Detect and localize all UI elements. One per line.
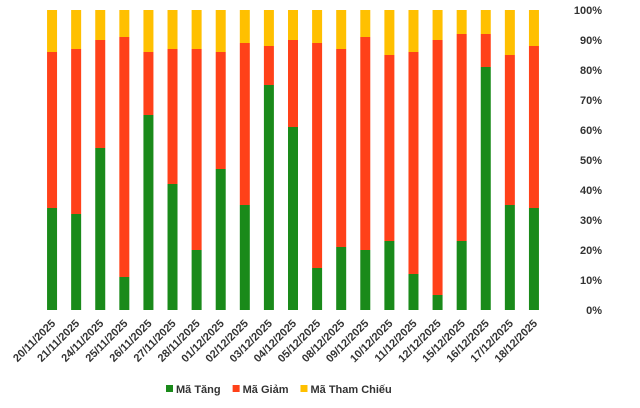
bar-segment-ma-tham-chieu — [263, 10, 274, 46]
bar-segment-ma-giam — [167, 49, 178, 184]
bar-segment-ma-tang — [360, 250, 371, 310]
bar-segment-ma-giam — [95, 40, 106, 148]
bar-segment-ma-tham-chieu — [143, 10, 154, 52]
bar-segment-ma-giam — [312, 43, 323, 268]
bar-segment-ma-tang — [504, 205, 515, 310]
bar-segment-ma-tham-chieu — [336, 10, 347, 49]
bar-segment-ma-tang — [288, 127, 298, 310]
y-tick-label: 70% — [580, 95, 602, 107]
legend-swatch — [166, 385, 173, 392]
bar-segment-ma-tang — [456, 241, 467, 310]
bar-segment-ma-tham-chieu — [71, 10, 82, 49]
bar-segment-ma-giam — [432, 40, 443, 295]
y-tick-label: 0% — [586, 305, 602, 317]
legend-label: Mã Tăng — [176, 384, 221, 396]
bar-segment-ma-tham-chieu — [191, 10, 202, 49]
y-axis: 0% 10% 20% 30% 40% 50% 60% 70% 80% 90% 100% — [574, 5, 602, 317]
bar-segment-ma-tham-chieu — [360, 10, 371, 37]
y-tick-label: 10% — [580, 275, 602, 287]
bar-segment-ma-tham-chieu — [167, 10, 178, 49]
bar-segment-ma-tang — [47, 208, 58, 310]
bar-segment-ma-giam — [239, 43, 250, 205]
bar-segment-ma-tang — [263, 85, 274, 310]
bar-segment-ma-tham-chieu — [119, 10, 130, 37]
y-tick-label: 100% — [574, 5, 602, 17]
bar-segment-ma-giam — [528, 46, 539, 208]
y-tick-label: 20% — [580, 245, 602, 257]
y-tick-label: 60% — [580, 125, 602, 137]
bar-segment-ma-tham-chieu — [239, 10, 250, 43]
bar-segment-ma-giam — [191, 49, 202, 250]
bar-segment-ma-tham-chieu — [528, 10, 539, 46]
bar-segment-ma-tang — [312, 268, 323, 310]
bar-segment-ma-tang — [143, 115, 154, 310]
bar-segment-ma-tang — [408, 274, 419, 310]
bar-segment-ma-tang — [432, 295, 443, 310]
bar-segment-ma-giam — [143, 52, 154, 115]
legend-label: Mã Tham Chiếu — [310, 384, 391, 396]
legend-swatch — [232, 385, 240, 392]
legend-label: Mã Giảm — [243, 384, 289, 396]
bar-segment-ma-tham-chieu — [456, 10, 467, 34]
bar-segment-ma-giam — [360, 37, 371, 250]
bar-segment-ma-giam — [47, 52, 58, 208]
bar-segment-ma-giam — [336, 49, 347, 247]
bar-segment-ma-giam — [119, 37, 130, 277]
bars-layer — [47, 10, 539, 310]
bar-segment-ma-giam — [384, 55, 395, 241]
bar-segment-ma-tang — [119, 277, 130, 310]
bar-segment-ma-giam — [288, 40, 298, 127]
bar-segment-ma-tham-chieu — [312, 10, 323, 43]
y-tick-label: 90% — [580, 35, 602, 47]
bar-segment-ma-giam — [408, 52, 419, 274]
bar-segment-ma-tham-chieu — [95, 10, 106, 40]
bar-segment-ma-tham-chieu — [408, 10, 419, 52]
bar-segment-ma-tham-chieu — [480, 10, 491, 34]
bar-segment-ma-tang — [191, 250, 202, 310]
y-tick-label: 40% — [580, 185, 602, 197]
bar-segment-ma-tham-chieu — [384, 10, 395, 55]
bar-segment-ma-tang — [215, 169, 226, 310]
bar-segment-ma-giam — [215, 52, 226, 169]
bar-segment-ma-tang — [528, 208, 539, 310]
bar-segment-ma-tang — [239, 205, 250, 310]
bar-segment-ma-giam — [71, 49, 82, 214]
bar-segment-ma-tang — [71, 214, 82, 310]
y-tick-label: 30% — [580, 215, 602, 227]
x-axis: 20/11/202521/11/202524/11/202525/11/2025… — [11, 318, 540, 365]
bar-segment-ma-tang — [480, 67, 491, 310]
y-tick-label: 50% — [580, 155, 602, 167]
bar-segment-ma-giam — [263, 46, 274, 85]
bar-segment-ma-tang — [95, 148, 106, 310]
bar-segment-ma-tham-chieu — [432, 10, 443, 40]
legend: Mã Tăng Mã Giảm Mã Tham Chiếu — [166, 384, 392, 396]
bar-segment-ma-tham-chieu — [47, 10, 58, 52]
bar-segment-ma-giam — [456, 34, 467, 241]
bar-segment-ma-tang — [336, 247, 347, 310]
bar-segment-ma-tang — [167, 184, 178, 310]
bar-segment-ma-giam — [480, 34, 491, 67]
legend-swatch — [300, 385, 308, 392]
bar-segment-ma-giam — [504, 55, 515, 205]
bar-segment-ma-tham-chieu — [288, 10, 298, 40]
bar-segment-ma-tang — [384, 241, 395, 310]
y-tick-label: 80% — [580, 65, 602, 77]
bar-segment-ma-tham-chieu — [215, 10, 226, 52]
bar-segment-ma-tham-chieu — [504, 10, 515, 55]
